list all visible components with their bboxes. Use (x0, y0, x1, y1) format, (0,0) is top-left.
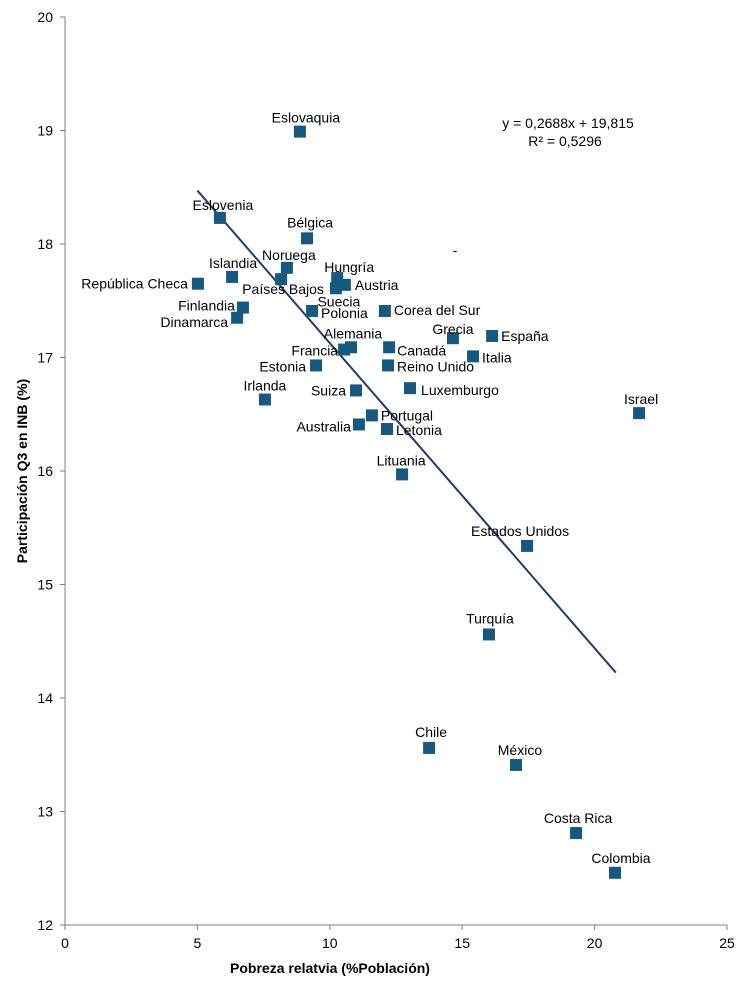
data-point-marker (338, 278, 351, 291)
x-tick-label: 20 (587, 935, 603, 951)
x-axis-title: Pobreza relatvia (%Población) (230, 960, 430, 976)
data-point-label: Canadá (397, 342, 446, 358)
data-point-marker (482, 628, 495, 641)
data-point-label: Estados Unidos (471, 523, 569, 539)
data-point-marker (338, 343, 351, 356)
equation-label: y = 0,2688x + 19,815 (502, 115, 634, 131)
axes: 0 5 10 15 20 25 12 13 14 15 16 17 18 19 20 (37, 9, 735, 951)
data-point-label: Eslovaquia (272, 110, 341, 126)
x-tick-label: 5 (194, 935, 202, 951)
data-point-marker (231, 311, 244, 324)
x-tick-label: 10 (322, 935, 338, 951)
data-point-marker (633, 407, 646, 420)
data-point-marker (509, 758, 522, 771)
data-point-label: Colombia (591, 850, 650, 866)
data-point-label: Grecia (432, 321, 473, 337)
data-point-marker (378, 304, 391, 317)
data-point-label: Noruega (262, 247, 316, 263)
data-point-marker (396, 468, 409, 481)
data-point-label: Eslovenia (193, 197, 254, 213)
y-tick-label: 12 (37, 917, 53, 933)
x-tick-label: 0 (61, 935, 69, 951)
data-point-label: Italia (482, 349, 512, 365)
data-point-marker (258, 393, 271, 406)
data-point-label: Bélgica (287, 214, 333, 230)
y-tick-label: 13 (37, 804, 53, 820)
data-point-label: Suecia (317, 293, 360, 309)
data-point-label: Alemania (324, 325, 383, 341)
data-point-label: España (501, 328, 549, 344)
data-point-marker (486, 329, 499, 342)
trendline-group (196, 189, 617, 674)
data-point-label: Finlandia (178, 298, 235, 314)
data-point-marker (275, 273, 288, 286)
data-point-label: Estonia (259, 358, 306, 374)
data-point-marker (352, 418, 365, 431)
data-point-marker (293, 125, 306, 138)
data-point-marker (350, 384, 363, 397)
data-point-marker (380, 423, 393, 436)
data-point-marker (191, 277, 204, 290)
data-point-label: Luxemburgo (421, 382, 499, 398)
data-point-label: República Checa (81, 276, 188, 292)
y-axis-title: Participación Q3 en INB (%) (14, 379, 30, 563)
y-tick-label: 16 (37, 463, 53, 479)
data-point-marker (446, 332, 459, 345)
data-point-marker (236, 301, 249, 314)
data-point-marker (404, 382, 417, 395)
y-tick-label: 15 (37, 577, 53, 593)
data-point-label: Francia (291, 343, 338, 359)
data-point-label: Polonia (321, 305, 368, 321)
data-point-label: Suiza (311, 382, 346, 398)
data-point-label: Irlanda (244, 377, 287, 393)
data-point-marker (521, 539, 534, 552)
data-point-label: Dinamarca (160, 314, 228, 330)
data-point-label: Costa Rica (544, 810, 613, 826)
data-point-marker (329, 282, 342, 295)
data-point-marker (365, 409, 378, 422)
data-point-label: México (498, 742, 543, 758)
data-point-marker (570, 827, 583, 840)
y-tick-label: 17 (37, 350, 53, 366)
data-point-marker (423, 741, 436, 754)
data-point-marker (310, 359, 323, 372)
data-point-label: Portugal (381, 407, 433, 423)
y-tick-label: 18 (37, 236, 53, 252)
data-point-label: Reino Unido (397, 358, 474, 374)
r2-label: R² = 0,5296 (528, 133, 602, 149)
data-point-marker (280, 261, 293, 274)
data-point-label: Chile (415, 724, 447, 740)
data-point-label: Hungría (324, 259, 374, 275)
data-point-label: Israel (624, 391, 658, 407)
data-point-label: Letonia (396, 422, 442, 438)
data-point-marker (226, 270, 239, 283)
data-point-marker (383, 341, 396, 354)
y-tick-label: 19 (37, 123, 53, 139)
trendline (196, 189, 617, 674)
data-point-marker (467, 350, 480, 363)
data-point-marker (608, 866, 621, 879)
data-point-label: Lituania (377, 452, 426, 468)
y-tick-label: 20 (37, 9, 53, 25)
point-labels: Eslovaquia Eslovenia Bélgica República Chec… (81, 110, 658, 866)
data-point-label: Islandia (209, 255, 257, 271)
data-point-label: Corea del Sur (394, 302, 481, 318)
data-point-label: Australia (296, 418, 351, 434)
data-point-marker (382, 359, 395, 372)
x-tick-label: 15 (454, 935, 470, 951)
y-tick-label: 14 (37, 690, 53, 706)
data-point-label: Países Bajos (242, 281, 324, 297)
stray-mark: - (453, 242, 458, 258)
data-point-label: Austria (355, 277, 399, 293)
data-points (191, 125, 646, 879)
data-point-marker (306, 304, 319, 317)
data-point-marker (301, 232, 314, 245)
data-point-label: Turquía (466, 610, 514, 626)
data-point-marker (213, 211, 226, 224)
x-tick-label: 25 (719, 935, 735, 951)
